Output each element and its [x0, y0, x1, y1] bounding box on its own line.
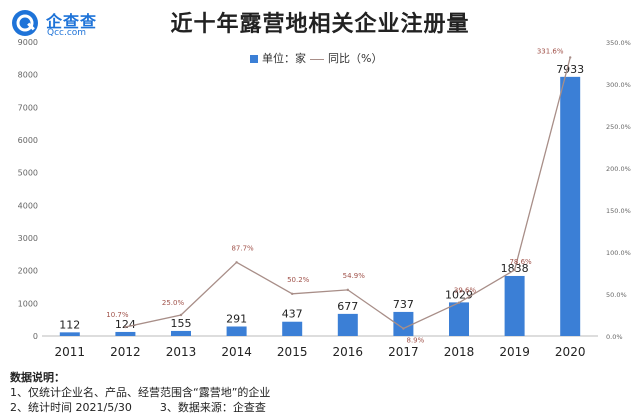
y-left-tick-label: 1000	[18, 299, 38, 308]
y-right-tick-label: 200.0%	[606, 165, 631, 173]
bar-value-label: 7933	[556, 63, 584, 76]
bar-value-label: 155	[171, 317, 192, 330]
yoy-label: 25.0%	[162, 299, 185, 307]
bar-value-label: 124	[115, 318, 136, 331]
bar-2015	[282, 321, 303, 336]
yoy-label: 87.7%	[231, 244, 254, 252]
x-tick-label: 2012	[110, 345, 141, 359]
y-left-tick-label: 6000	[18, 136, 38, 145]
x-tick-label: 2013	[166, 345, 197, 359]
y-right-tick-label: 0.0%	[606, 333, 623, 341]
yoy-label: 8.9%	[407, 337, 425, 345]
y-right-tick-label: 50.0%	[606, 291, 627, 299]
bar-value-label: 291	[226, 312, 247, 325]
bar-value-label: 737	[393, 298, 414, 311]
yoy-point-2018	[457, 301, 461, 304]
y-left-tick-label: 7000	[18, 103, 38, 112]
x-tick-label: 2019	[499, 345, 530, 359]
y-left-tick-label: 2000	[18, 267, 38, 276]
bar-2018	[449, 302, 469, 336]
yoy-point-2020	[569, 56, 572, 59]
legend-bar-label: 单位：家	[262, 52, 306, 65]
chart-title: 近十年露营地相关企业注册量	[170, 12, 470, 37]
notes-line-2: 2、统计时间 2021/5/30 3、数据来源：企查查	[10, 401, 266, 414]
bar-value-label: 112	[59, 318, 80, 331]
qcc-logo-icon	[12, 10, 38, 36]
x-tick-label: 2011	[55, 345, 86, 359]
yoy-label: 78.6%	[509, 258, 532, 266]
bar-2016	[337, 313, 358, 336]
bar-2014	[226, 326, 247, 336]
bar-2012	[115, 331, 136, 336]
yoy-point-2016	[346, 288, 349, 292]
yoy-label: 331.6%	[537, 47, 564, 55]
yoy-point-2019	[513, 268, 516, 272]
x-tick-label: 2016	[333, 345, 364, 359]
y-left-tick-label: 5000	[18, 169, 38, 178]
y-right-tick-label: 300.0%	[606, 81, 631, 89]
y-left-tick-label: 3000	[18, 234, 38, 243]
notes-heading: 数据说明：	[10, 371, 65, 384]
y-right-tick-label: 150.0%	[606, 207, 631, 215]
yoy-label: 50.2%	[287, 276, 310, 284]
bar-2011	[59, 332, 80, 336]
yoy-point-2017	[402, 327, 405, 330]
chart-area: 0 1000 2000 3000 4000 5000 6000 7000 8000 9000 0.0…	[18, 38, 631, 359]
y-left-tick-label: 9000	[18, 38, 38, 47]
bar-2013	[171, 330, 191, 336]
x-tick-label: 2017	[388, 345, 419, 359]
logo-name: 企查查	[46, 12, 98, 31]
yoy-point-2013	[179, 313, 183, 317]
bar-value-label: 677	[337, 300, 358, 313]
bar-2019	[504, 275, 525, 336]
bar-2017	[393, 311, 414, 336]
yoy-point-2014	[235, 261, 238, 264]
chart-legend: 单位：家 同比（%）	[250, 50, 382, 66]
x-tick-label: 2014	[221, 345, 252, 359]
legend-bar-swatch	[250, 55, 258, 63]
yoy-point-2015	[291, 292, 294, 296]
y-right-tick-label: 250.0%	[606, 123, 631, 131]
notes-block: 数据说明： 1、仅统计企业名、产品、经营范围含“露营地”的企业 2、统计时间 2…	[10, 370, 270, 415]
logo-url: Qcc.com	[47, 28, 87, 38]
bar-value-label: 437	[282, 308, 303, 321]
yoy-point-2012	[124, 325, 127, 329]
x-tick-label: 2020	[555, 345, 586, 359]
x-tick-label: 2018	[444, 345, 475, 359]
bar-2020	[560, 76, 581, 336]
legend-line-swatch	[310, 58, 324, 60]
y-left-tick-label: 0	[33, 332, 38, 341]
yoy-label: 10.7%	[106, 311, 129, 319]
legend-line-label: 同比（%）	[328, 52, 383, 65]
y-left-tick-label: 4000	[18, 201, 38, 210]
y-right-tick-label: 100.0%	[606, 249, 631, 257]
x-tick-label: 2015	[277, 345, 308, 359]
notes-line-1: 1、仅统计企业名、产品、经营范围含“露营地”的企业	[10, 386, 271, 399]
y-left-tick-label: 8000	[18, 71, 38, 80]
yoy-label: 39.6%	[454, 287, 477, 295]
y-right-tick-label: 350.0%	[606, 39, 631, 47]
yoy-line	[125, 57, 571, 330]
yoy-label: 54.9%	[343, 272, 366, 280]
qcc-logo: 企查查 Qcc.com	[10, 6, 140, 40]
